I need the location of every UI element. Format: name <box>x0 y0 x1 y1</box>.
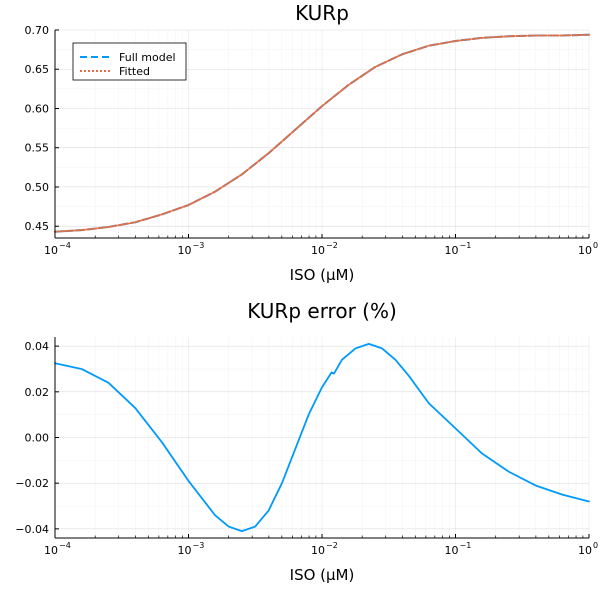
x-tick-exponent: 0 <box>593 241 598 250</box>
y-tick-label: 0.02 <box>25 386 50 399</box>
kurp-x-ticks: 10 −4 10 −3 10 −2 10 −1 10 0 <box>44 234 598 257</box>
x-tick-label: 10 <box>445 244 459 257</box>
x-tick-exponent: −1 <box>460 541 472 550</box>
legend-label-fitted: Fitted <box>119 65 150 78</box>
x-tick-exponent: −2 <box>326 541 338 550</box>
x-tick-label: 10 <box>311 544 325 557</box>
x-tick-exponent: −4 <box>59 541 71 550</box>
series-line-error <box>54 342 590 533</box>
x-tick-label: 10 <box>44 244 58 257</box>
legend-box <box>72 42 187 81</box>
x-tick-exponent: −4 <box>59 241 71 250</box>
x-tick-exponent: −3 <box>193 241 205 250</box>
x-tick-label: 10 <box>44 544 58 557</box>
y-tick-label: 0.65 <box>25 63 50 76</box>
y-tick-label: −0.02 <box>15 477 49 490</box>
kurp-series <box>54 33 590 233</box>
x-tick-exponent: −1 <box>460 241 472 250</box>
kurp-legend: Full model Fitted <box>72 42 187 81</box>
kurp-y-ticks: 0.45 0.50 0.55 0.60 0.65 0.70 <box>25 24 59 233</box>
y-tick-label: 0.45 <box>25 220 50 233</box>
kurp-error-grid <box>54 337 590 538</box>
kurp-panel: KURp 0.450.500.550.600.650.70 10 −4 10 −3 10… <box>25 1 599 284</box>
y-tick-label: 0.70 <box>25 24 50 37</box>
kurp-error-series <box>54 342 590 533</box>
x-tick-label: 10 <box>578 544 592 557</box>
series-line-fitted <box>54 33 590 233</box>
kurp-error-y-ticks: −0.04 −0.02 0.00 0.02 0.04 <box>15 340 59 536</box>
x-tick-label: 10 <box>445 544 459 557</box>
x-tick-label: 10 <box>178 244 192 257</box>
x-tick-exponent: −2 <box>326 241 338 250</box>
x-tick-label: 10 <box>178 544 192 557</box>
y-tick-label: −0.04 <box>15 523 49 536</box>
kurp-error-title: KURp error (%) <box>247 299 397 323</box>
kurp-error-panel: KURp error (%) −0.04 −0.02 0.00 0.02 0.04 10… <box>15 299 598 584</box>
x-tick-label: 10 <box>311 244 325 257</box>
x-tick-exponent: 0 <box>593 541 598 550</box>
kurp-error-x-ticks: 10 −4 10 −3 10 −2 10 −1 10 0 <box>44 534 598 557</box>
y-tick-label: 0.60 <box>25 102 50 115</box>
kurp-error-x-axis-label: ISO (μM) <box>290 566 355 584</box>
y-tick-label: 0.50 <box>25 181 50 194</box>
kurp-x-axis-label: ISO (μM) <box>290 266 355 284</box>
y-tick-label: 0.00 <box>25 432 50 445</box>
x-tick-exponent: −3 <box>193 541 205 550</box>
y-tick-label: 0.55 <box>25 142 50 155</box>
kurp-title: KURp <box>295 1 349 25</box>
y-tick-label: 0.04 <box>25 340 50 353</box>
legend-label-full-model: Full model <box>119 51 176 64</box>
x-tick-label: 10 <box>578 244 592 257</box>
